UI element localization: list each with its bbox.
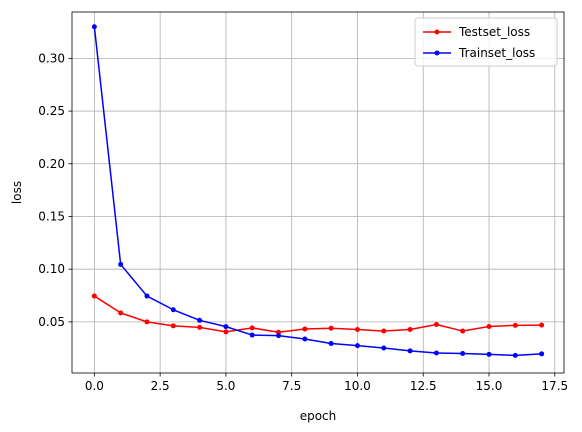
data-point xyxy=(381,345,387,351)
data-point xyxy=(512,352,518,358)
x-tick-label: 2.5 xyxy=(151,379,170,393)
y-axis-label: loss xyxy=(10,181,24,204)
data-point xyxy=(276,333,282,339)
y-tick-label: 0.15 xyxy=(38,209,65,223)
data-point xyxy=(118,261,124,267)
data-point xyxy=(407,326,413,332)
data-point xyxy=(354,343,360,349)
data-point xyxy=(354,326,360,332)
data-point xyxy=(91,24,97,30)
data-point xyxy=(302,336,308,342)
legend: Testset_loss Trainset_loss xyxy=(414,17,558,67)
y-tick-label: 0.05 xyxy=(38,315,65,329)
series-trainset-loss xyxy=(91,24,545,358)
data-point xyxy=(170,307,176,313)
x-tick-label: 10.0 xyxy=(344,379,371,393)
data-point xyxy=(302,326,308,332)
grid xyxy=(72,12,564,373)
y-axis-ticks: 0.05 0.10 0.15 0.20 0.25 0.30 xyxy=(38,51,72,329)
data-point xyxy=(486,324,492,330)
legend-label-testset: Testset_loss xyxy=(458,25,530,39)
data-point xyxy=(197,324,203,330)
series-layer xyxy=(91,24,545,358)
data-point xyxy=(539,351,545,357)
data-point xyxy=(433,350,439,356)
x-axis-ticks: 0.0 2.5 5.0 7.5 10.0 12.5 15.0 17.5 xyxy=(85,373,568,393)
data-point xyxy=(433,322,439,328)
data-point xyxy=(539,322,545,328)
legend-label-trainset: Trainset_loss xyxy=(458,46,535,60)
x-tick-label: 17.5 xyxy=(541,379,568,393)
x-tick-label: 12.5 xyxy=(410,379,437,393)
legend-marker-trainset xyxy=(434,50,440,56)
legend-box xyxy=(414,17,558,67)
data-point xyxy=(144,319,150,325)
x-tick-label: 15.0 xyxy=(476,379,503,393)
legend-marker-testset xyxy=(434,29,440,35)
data-point xyxy=(223,329,229,335)
data-point xyxy=(486,351,492,357)
data-point xyxy=(328,340,334,346)
y-tick-label: 0.10 xyxy=(38,262,65,276)
data-point xyxy=(144,293,150,299)
data-point xyxy=(460,328,466,334)
y-tick-label: 0.25 xyxy=(38,104,65,118)
data-point xyxy=(407,348,413,354)
x-axis-label: epoch xyxy=(300,409,337,423)
y-tick-label: 0.30 xyxy=(38,51,65,65)
x-tick-label: 0.0 xyxy=(85,379,104,393)
plot-frame xyxy=(71,11,565,374)
data-point xyxy=(223,324,229,330)
x-tick-label: 5.0 xyxy=(216,379,235,393)
data-point xyxy=(249,325,255,331)
data-point xyxy=(197,317,203,323)
series-line xyxy=(93,26,542,357)
series-testset-loss xyxy=(91,293,545,335)
data-point xyxy=(170,323,176,329)
data-point xyxy=(91,293,97,299)
x-tick-label: 7.5 xyxy=(282,379,301,393)
data-point xyxy=(328,325,334,331)
data-point xyxy=(118,310,124,316)
data-point xyxy=(249,332,255,338)
y-tick-label: 0.20 xyxy=(38,157,65,171)
data-point xyxy=(381,328,387,334)
series-line xyxy=(93,295,542,333)
data-point xyxy=(512,322,518,328)
data-point xyxy=(460,351,466,357)
